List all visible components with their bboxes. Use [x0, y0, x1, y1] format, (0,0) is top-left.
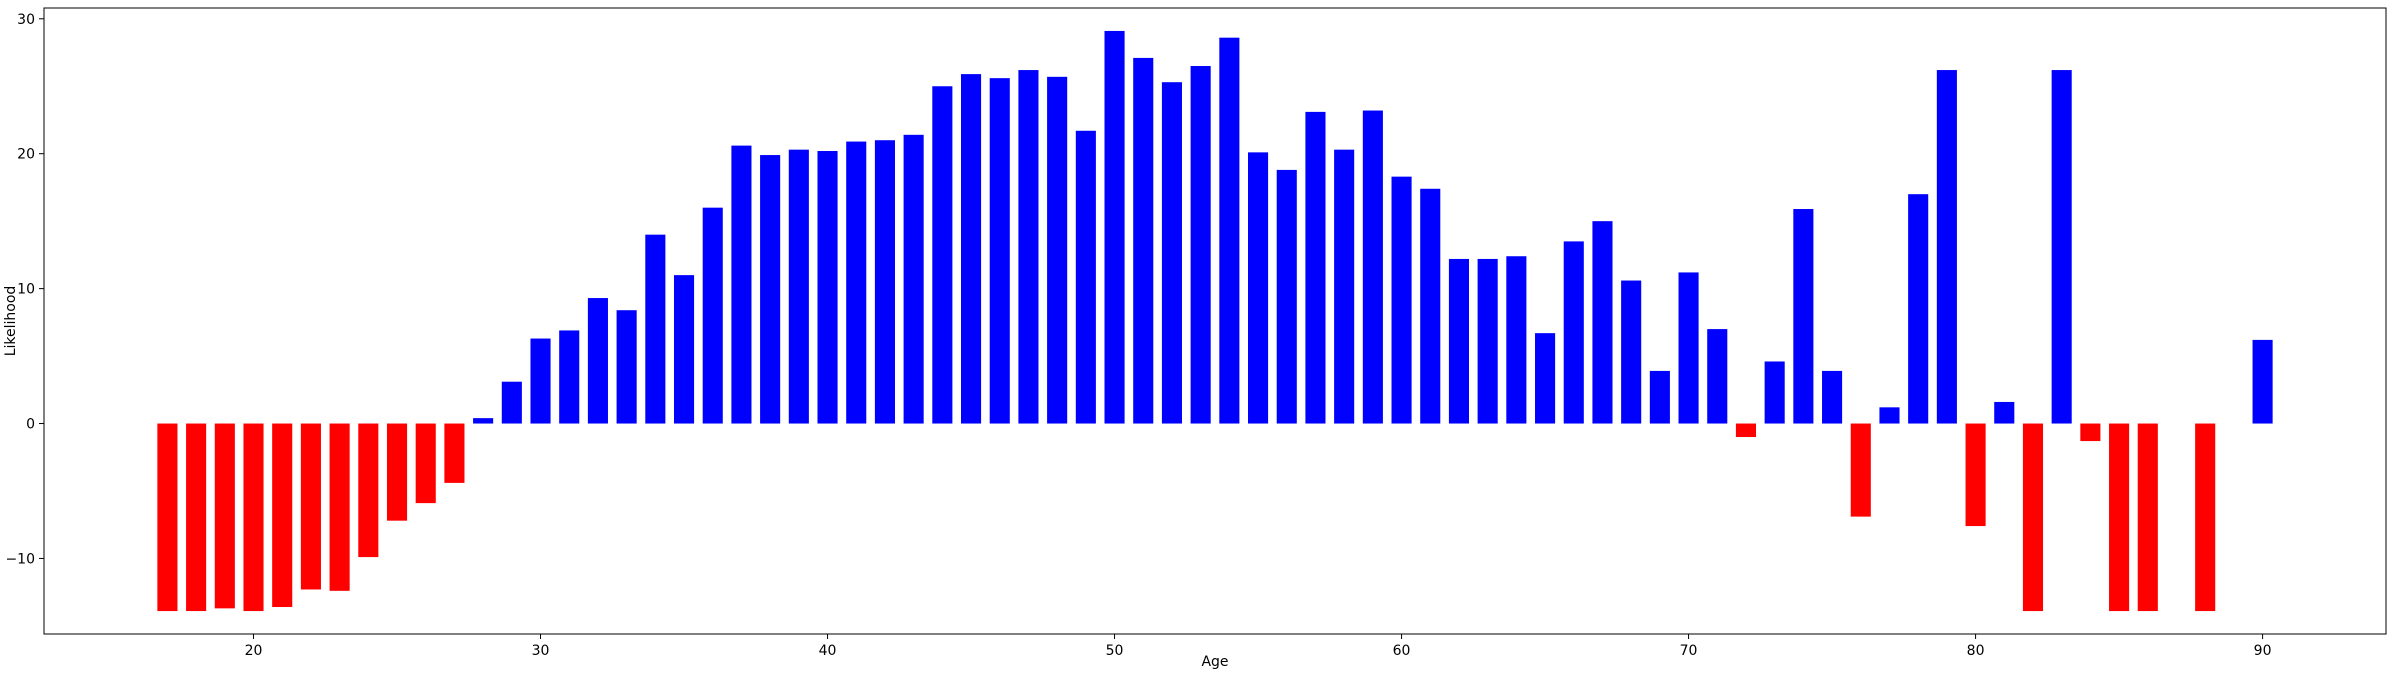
bar-age-76 — [1850, 423, 1871, 517]
bar-age-53 — [1190, 66, 1211, 424]
bar-age-51 — [1133, 57, 1154, 424]
bar-age-69 — [1649, 370, 1670, 424]
bar-age-21 — [272, 423, 293, 608]
bar-age-56 — [1276, 169, 1297, 424]
bar-age-68 — [1621, 280, 1642, 424]
bar-age-23 — [329, 423, 350, 591]
bar-age-90 — [2252, 339, 2273, 424]
bar-age-35 — [673, 275, 695, 424]
bar-age-17 — [157, 423, 178, 612]
bar-age-28 — [473, 418, 494, 424]
bar-age-83 — [2051, 70, 2072, 424]
bar-age-39 — [788, 149, 809, 424]
bar-age-41 — [846, 141, 867, 424]
bar-age-86 — [2137, 423, 2158, 612]
bar-age-63 — [1477, 258, 1498, 424]
bar-age-27 — [444, 423, 465, 483]
bar-age-19 — [214, 423, 235, 609]
bar-age-48 — [1047, 76, 1068, 424]
bar-age-42 — [874, 140, 895, 424]
bar-age-71 — [1707, 329, 1728, 424]
bar-age-72 — [1735, 423, 1757, 438]
bar-age-36 — [702, 207, 723, 424]
bar-age-47 — [1018, 70, 1039, 424]
bar-age-58 — [1334, 149, 1355, 424]
bar-age-31 — [559, 330, 580, 424]
x-tick-label: 50 — [1106, 643, 1124, 659]
bar-age-57 — [1305, 111, 1326, 424]
bar-age-77 — [1879, 407, 1900, 424]
bar-age-64 — [1506, 256, 1527, 424]
y-tick-label: −10 — [5, 551, 35, 567]
bar-age-74 — [1793, 209, 1814, 424]
bar-age-18 — [186, 423, 207, 612]
y-tick-label: 10 — [17, 282, 35, 298]
bar-age-65 — [1535, 333, 1556, 424]
bar-age-22 — [300, 423, 321, 590]
bar-age-34 — [645, 234, 666, 424]
bar-age-85 — [2109, 423, 2130, 612]
bar-age-60 — [1391, 176, 1412, 424]
bar-age-20 — [243, 423, 264, 612]
x-tick-label: 70 — [1680, 643, 1698, 659]
y-axis-label: Likelihood — [3, 286, 19, 357]
bar-age-66 — [1563, 241, 1584, 424]
bar-age-88 — [2195, 423, 2216, 612]
bar-age-26 — [415, 423, 436, 504]
bar-age-82 — [2022, 423, 2044, 612]
bar-age-44 — [932, 86, 953, 424]
x-tick-label: 80 — [1967, 643, 1985, 659]
x-tick-label: 30 — [532, 643, 550, 659]
bar-age-67 — [1592, 221, 1613, 424]
bar-age-50 — [1104, 30, 1125, 424]
bar-age-25 — [386, 423, 408, 521]
y-tick-label: 30 — [17, 12, 35, 28]
y-tick-label: 20 — [17, 147, 35, 163]
bar-age-33 — [616, 310, 637, 424]
bar-age-30 — [530, 338, 551, 424]
x-axis-label: Age — [1201, 654, 1228, 670]
x-tick-label: 60 — [1393, 643, 1411, 659]
bar-age-45 — [961, 74, 982, 424]
bar-age-40 — [817, 151, 838, 424]
x-tick-label: 90 — [2254, 643, 2272, 659]
axes-frame — [43, 7, 2387, 635]
bar-age-32 — [587, 298, 608, 424]
x-axis-ticks: 20 30 40 50 60 70 80 90 — [245, 634, 2272, 659]
bar-age-73 — [1764, 361, 1785, 424]
bar-age-62 — [1448, 258, 1469, 424]
bar-age-55 — [1248, 152, 1269, 424]
x-tick-label: 20 — [245, 643, 263, 659]
y-axis-ticks: −10 0 10 20 30 — [5, 12, 44, 567]
bar-age-38 — [760, 155, 781, 424]
bar-age-79 — [1936, 70, 1957, 424]
bar-age-75 — [1822, 370, 1843, 424]
bar-age-59 — [1362, 110, 1383, 424]
bar-age-78 — [1908, 194, 1929, 424]
bar-age-61 — [1420, 188, 1441, 424]
bar-age-46 — [989, 78, 1010, 424]
bar-age-24 — [358, 423, 379, 558]
bars-group — [157, 30, 2273, 612]
bar-age-29 — [501, 381, 522, 424]
bar-age-70 — [1678, 272, 1699, 424]
bar-age-81 — [1994, 401, 2015, 424]
bar-age-52 — [1161, 82, 1182, 424]
bar-age-84 — [2080, 423, 2101, 442]
bar-age-80 — [1965, 423, 1986, 527]
bar-age-54 — [1219, 37, 1240, 424]
bar-age-43 — [903, 134, 924, 424]
bar-age-49 — [1075, 130, 1096, 424]
x-tick-label: 40 — [819, 643, 837, 659]
bar-age-37 — [731, 145, 752, 424]
y-tick-label: 0 — [26, 417, 35, 433]
